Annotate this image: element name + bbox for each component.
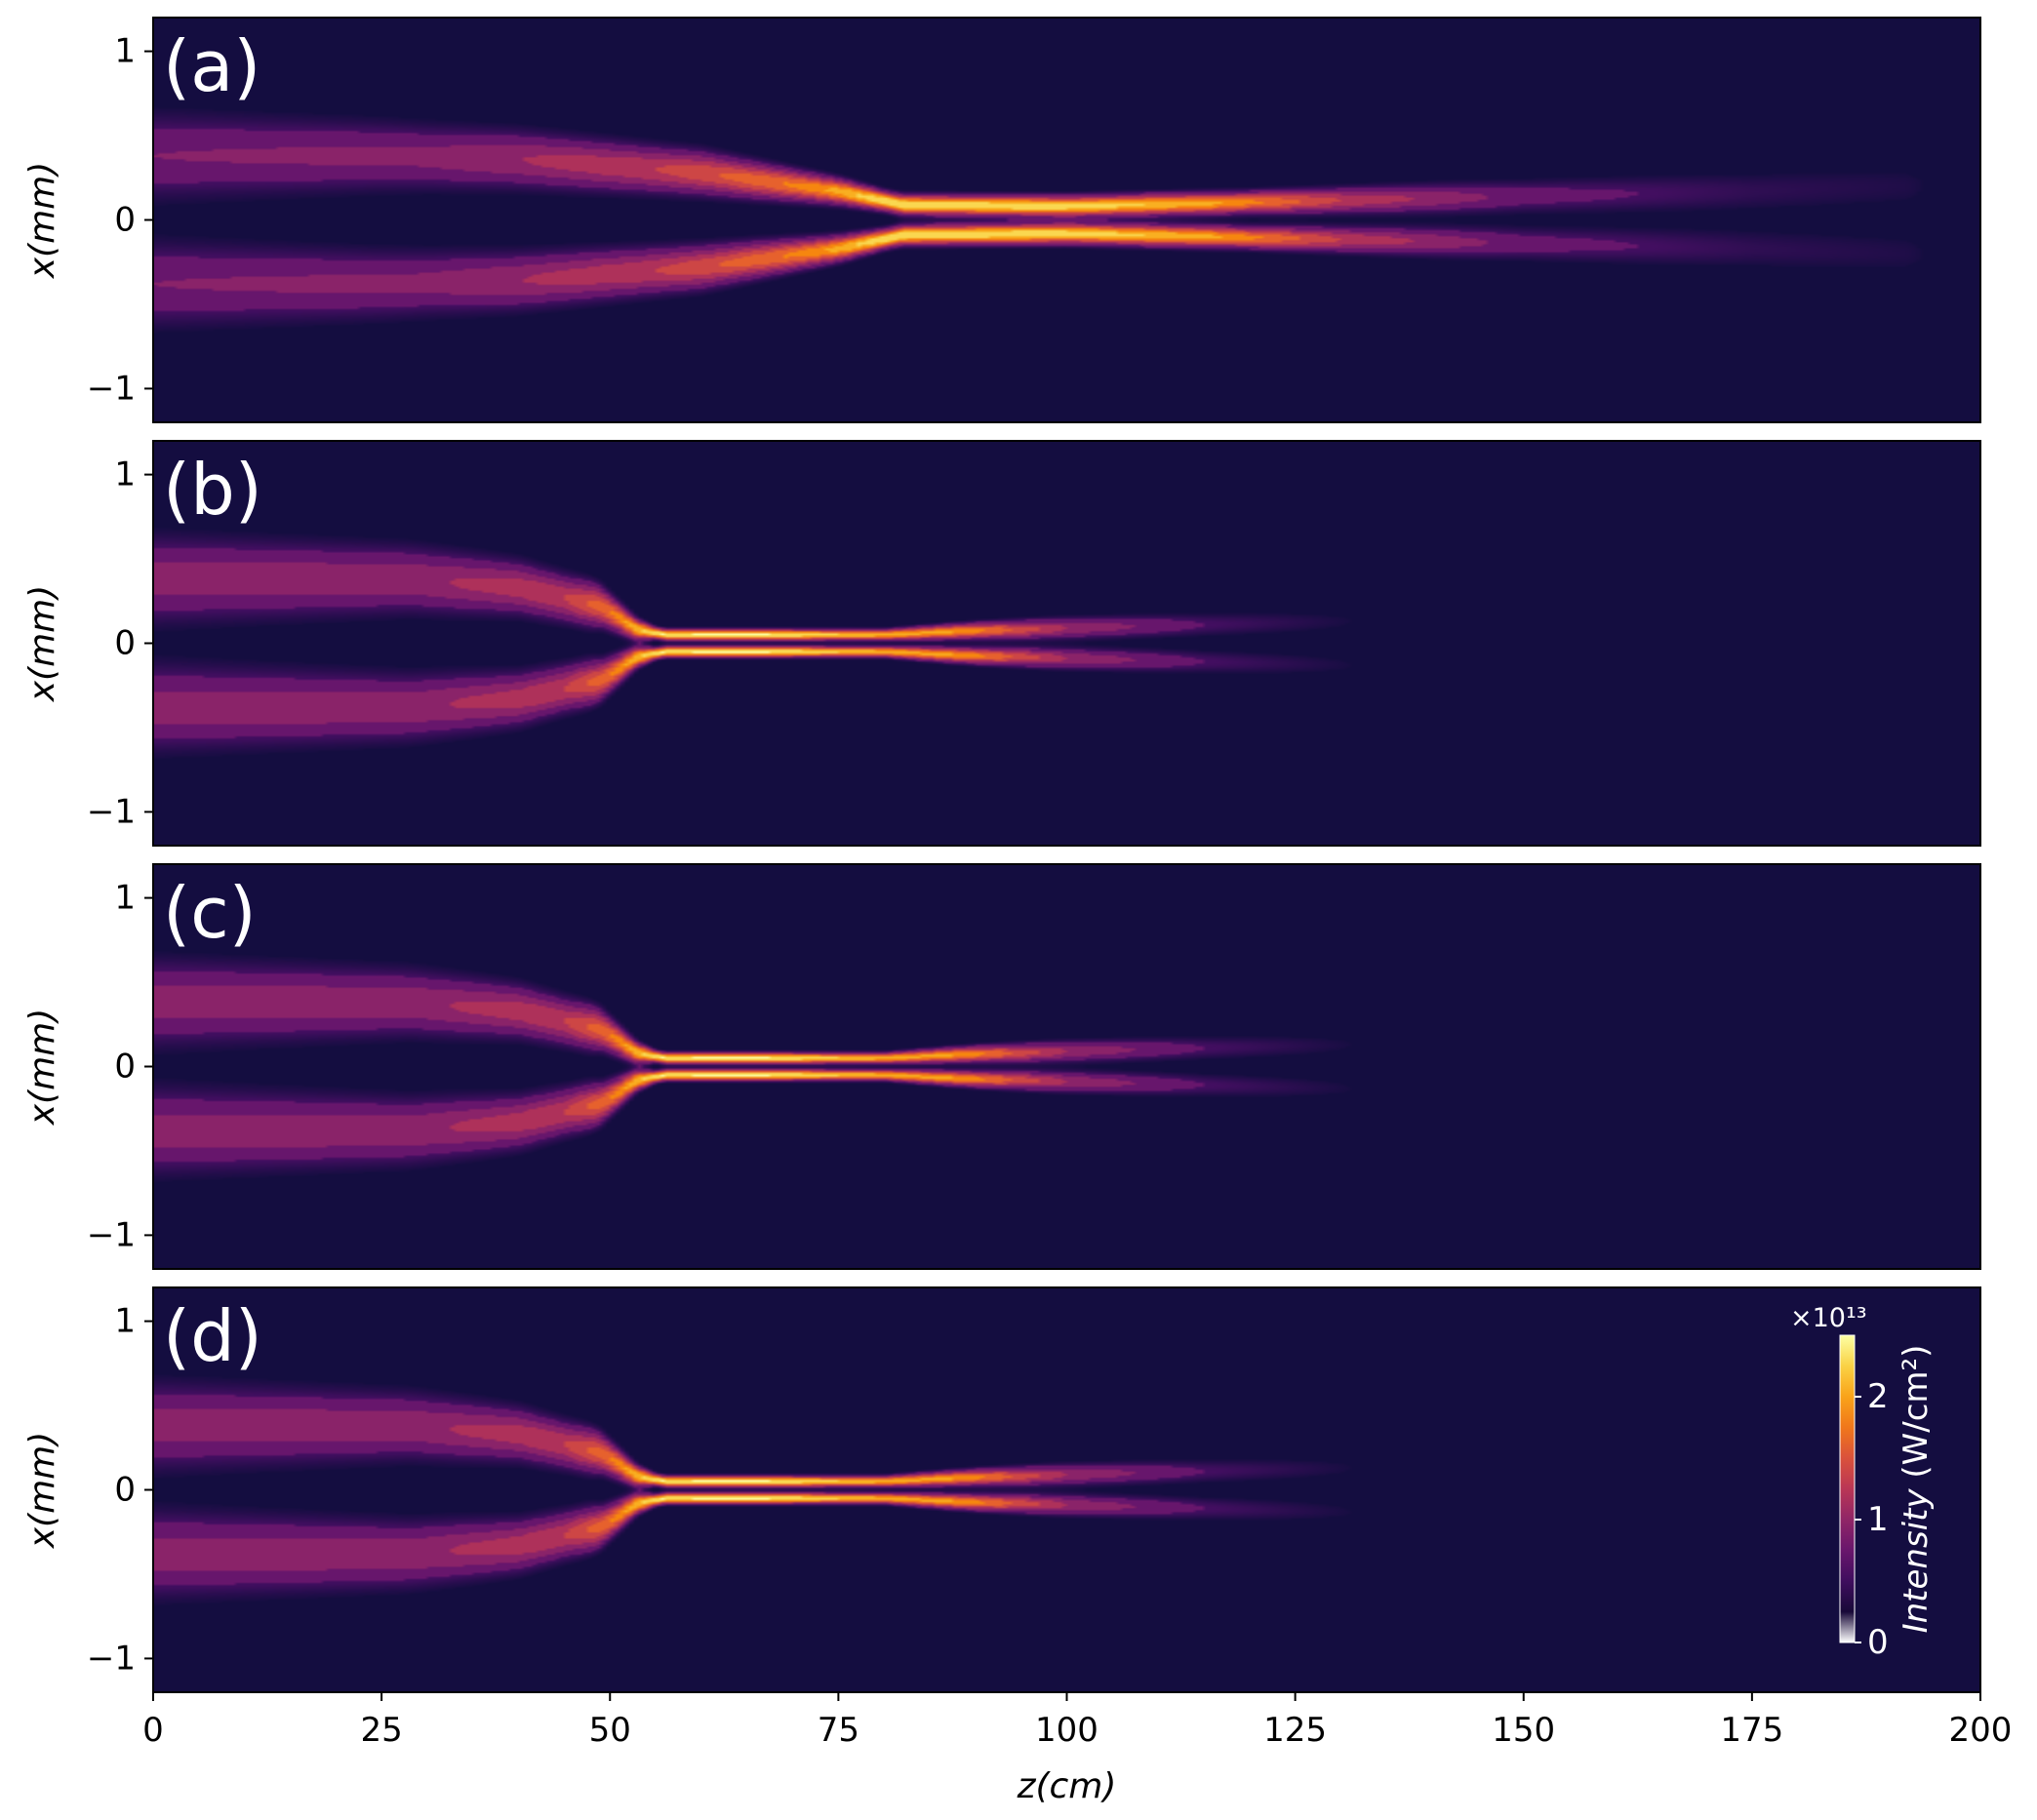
x-tick-label: 100 [1035,1711,1098,1750]
x-tick-label: 125 [1263,1711,1327,1750]
heatmap-image [153,864,1980,1269]
y-tick-label: 1 [114,879,136,918]
x-tick-label: 0 [142,1711,164,1750]
y-tick-label: 0 [114,1048,136,1087]
colorbar-tick-label: 1 [1867,1500,1889,1539]
y-axis-label: x(mm) [22,585,62,703]
y-axis-label: x(mm) [22,162,62,280]
y-tick-label: 0 [114,624,136,663]
y-tick-label: 0 [114,201,136,240]
x-tick-label: 175 [1720,1711,1783,1750]
panel-label: (a) [163,25,260,107]
y-tick-label: 0 [114,1471,136,1510]
panel-label: (b) [163,449,262,531]
x-axis-label: z(cm) [1017,1766,1117,1806]
panel-b: (b) −1 0 1 x(mm) [22,440,1981,847]
panel-label: (c) [163,872,257,954]
panel-a: (a) −1 0 1 x(mm) [22,17,1981,423]
heatmap-image [153,441,1980,846]
y-tick-label: 1 [114,32,136,71]
panel-d: (d) −1 0 1 x(mm) 0 1 2 ×10¹³ Intensity (W/cm²) [22,1286,1981,1693]
x-tick-label: 25 [360,1711,402,1750]
y-tick-label: −1 [87,1639,136,1678]
heatmap-image [153,1287,1980,1692]
y-tick-label: −1 [87,792,136,831]
colorbar-multiplier: ×10¹³ [1790,1303,1867,1333]
y-tick-label: 1 [114,455,136,495]
y-tick-label: −1 [87,1215,136,1254]
heatmap-image [153,18,1980,422]
x-tick-label: 150 [1492,1711,1555,1750]
y-tick-label: 1 [114,1302,136,1341]
colorbar: 0 1 2 ×10¹³ Intensity (W/cm²) [1790,1303,1936,1662]
y-axis-label: x(mm) [22,1432,62,1550]
y-axis-label: x(mm) [22,1009,62,1127]
panel-c: (c) −1 0 1 x(mm) [22,863,1981,1270]
x-tick-label: 50 [589,1711,631,1750]
x-tick-label: 200 [1949,1711,2013,1750]
colorbar-tick-label: 2 [1867,1377,1889,1416]
colorbar-gradient [1839,1334,1856,1643]
colorbar-tick-label: 0 [1867,1623,1889,1662]
colorbar-label: Intensity (W/cm²) [1897,1345,1936,1634]
y-tick-label: −1 [87,369,136,408]
x-tick-label: 75 [818,1711,859,1750]
panel-label: (d) [163,1295,262,1377]
